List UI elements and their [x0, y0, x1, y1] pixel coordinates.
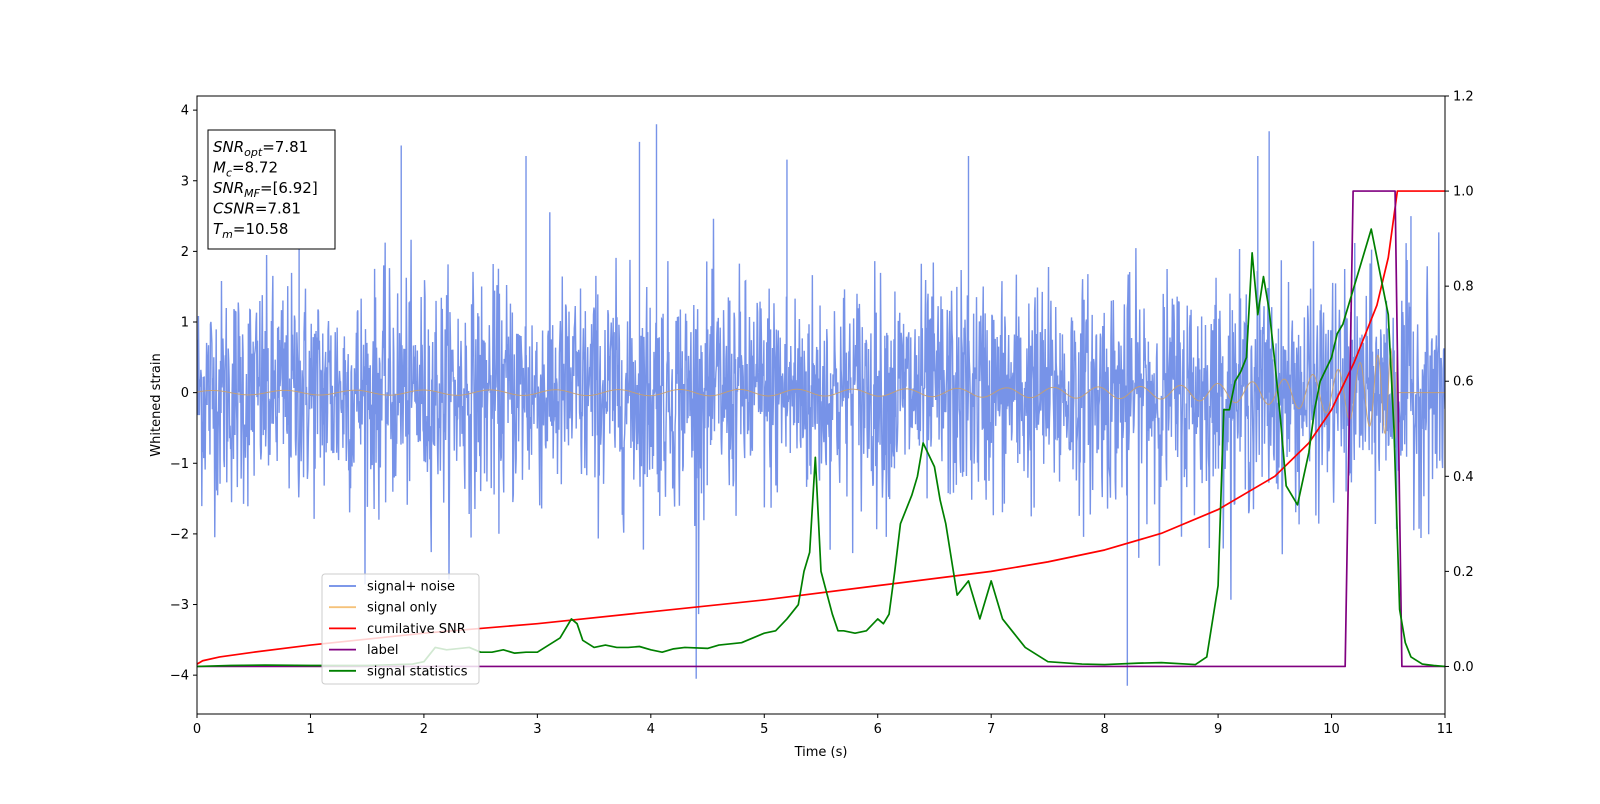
y-left-tick-label: 2: [181, 245, 189, 260]
y-axis-label: Whitened strain: [149, 353, 164, 456]
y-left-tick-label: 1: [181, 316, 189, 331]
y-right-tick-label: 0.4: [1453, 470, 1474, 485]
y-left-tick-label: 4: [181, 104, 189, 119]
stats-line: SNRopt=7.81: [213, 138, 308, 159]
x-tick-label: 8: [1100, 722, 1108, 737]
series-label: [197, 190, 1445, 668]
y-left-tick-label: 0: [181, 386, 189, 401]
y-left-tick-label: 3: [181, 174, 189, 189]
legend-label: signal+ noise: [367, 580, 455, 595]
x-tick-label: 2: [420, 722, 428, 737]
x-tick-label: 9: [1214, 722, 1222, 737]
series-cumilative-snr: [197, 190, 1445, 665]
y-right-tick-label: 0.6: [1453, 375, 1474, 390]
y-left-tick-label: −3: [170, 598, 189, 613]
x-tick-label: 11: [1437, 722, 1454, 737]
x-tick-label: 0: [193, 722, 201, 737]
y-left-tick-label: −1: [170, 457, 189, 472]
legend-label: label: [367, 643, 398, 658]
axis-ticks: 0 1 2 3 4 5 6 7 8 9 10 11 −4 −3 −2 −1 0 1 2 3 4 0.0 0.2 0.4 0.6 0…: [170, 90, 1474, 738]
y-left-tick-label: −4: [170, 669, 189, 684]
series-signal-noise: [197, 124, 1445, 686]
legend: signal+ noise signal only cumilative SNR la…: [321, 573, 480, 685]
y-right-tick-label: 1.2: [1453, 90, 1474, 105]
stats-box-frame: [207, 129, 336, 250]
legend-frame: [321, 573, 480, 685]
stats-line: Tm=10.58: [213, 220, 288, 241]
y-left-tick-label: −2: [170, 527, 189, 542]
x-tick-label: 1: [306, 722, 314, 737]
plot-area: [197, 124, 1445, 686]
legend-label: cumilative SNR: [367, 622, 466, 637]
x-tick-label: 5: [760, 722, 768, 737]
y-right-tick-label: 0.8: [1453, 280, 1474, 295]
y-right-tick-label: 0.2: [1453, 565, 1474, 580]
x-tick-label: 7: [987, 722, 995, 737]
x-tick-label: 6: [874, 722, 882, 737]
x-axis-label: Time (s): [794, 745, 848, 760]
series-signal-statistics: [197, 228, 1445, 668]
plot-frame: [196, 95, 1446, 715]
x-tick-label: 4: [647, 722, 655, 737]
y-right-tick-label: 0.0: [1453, 660, 1474, 675]
legend-label: signal statistics: [367, 664, 468, 679]
x-tick-label: 10: [1323, 722, 1340, 737]
stats-line: SNRMF=[6.92]: [213, 179, 318, 200]
series-signal-only: [197, 347, 1445, 440]
x-tick-label: 3: [533, 722, 541, 737]
legend-label: signal only: [367, 601, 437, 616]
y-right-tick-label: 1.0: [1453, 185, 1474, 200]
stats-line: CSNR=7.81: [213, 200, 301, 218]
stats-line: Mc=8.72: [213, 159, 278, 180]
